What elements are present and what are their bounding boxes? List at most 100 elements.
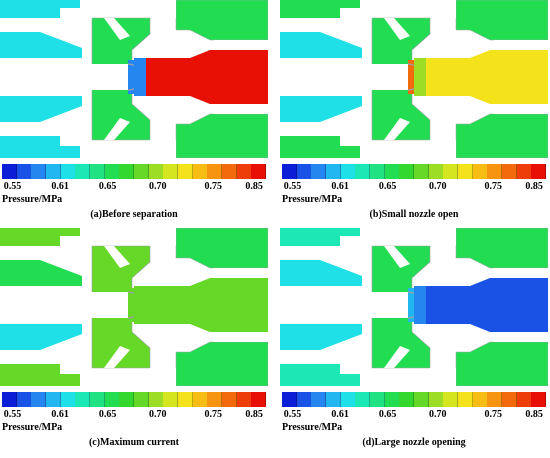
outlet-ring [134, 58, 146, 96]
colorbar-swatch [207, 392, 223, 407]
pressure-field-a [0, 0, 268, 158]
colorbar-tick-label: 0.55 [283, 409, 302, 420]
colorbar-swatch [384, 392, 400, 407]
colorbar-swatch [2, 164, 18, 179]
colorbar-swatch [134, 392, 150, 407]
colorbar-tick-label: 0.61 [51, 181, 69, 192]
upper-gap [0, 18, 100, 32]
left-upper-block [280, 228, 360, 246]
upper-strut-gap [384, 246, 410, 268]
colorbar-swatch [119, 392, 135, 407]
colorbar-swatch [90, 392, 106, 407]
colorbar-unit-label: Pressure/MPa [2, 422, 63, 433]
colorbar-tick-label: 0.65 [98, 181, 117, 192]
left-lower-block [0, 136, 80, 158]
colorbar-swatch [370, 164, 386, 179]
colorbar-tick-label: 0.61 [331, 409, 349, 420]
colorbar-tick-label: 0.61 [331, 181, 349, 192]
colorbar-d [282, 392, 547, 407]
colorbar-swatch [46, 392, 62, 407]
colorbar-tick-label: 0.61 [51, 409, 69, 420]
colorbar-tick-label: 0.75 [484, 409, 502, 420]
lower-strut-gap [384, 346, 410, 368]
upper-inlet-channel [0, 260, 82, 286]
left-upper-block [280, 0, 360, 18]
upper-inlet-channel [0, 32, 82, 58]
outlet-diffuser [134, 50, 268, 104]
right-upper-housing [175, 228, 268, 269]
panel-d: 0.55 0.61 0.65 0.70 0.75 0.85 Pressure/MPa (d… [280, 228, 548, 453]
colorbar-swatch [355, 392, 371, 407]
lower-gap [0, 350, 100, 364]
lower-slot [494, 104, 548, 114]
colorbar-swatch [443, 392, 459, 407]
colorbar-unit-label: Pressure/MPa [282, 194, 343, 205]
lower-slot [494, 332, 548, 342]
colorbar-swatch [472, 392, 488, 407]
right-lower-housing [455, 341, 548, 386]
colorbar-swatch [75, 164, 91, 179]
right-lower-housing [455, 113, 548, 158]
colorbar-ticks-d: 0.55 0.61 0.65 0.70 0.75 0.85 [282, 409, 546, 421]
colorbar-swatch [414, 164, 430, 179]
lower-gap [280, 122, 380, 136]
colorbar-swatch [222, 164, 238, 179]
upper-slot [494, 40, 548, 50]
colorbar-swatch [60, 392, 76, 407]
colorbar-swatch [487, 164, 503, 179]
lower-inlet-channel [0, 96, 82, 122]
colorbar-swatch [60, 164, 76, 179]
central-tube [0, 64, 134, 90]
pressure-field-c [0, 228, 268, 386]
colorbar-tick-label: 0.70 [429, 409, 447, 420]
right-upper-housing [175, 0, 268, 41]
colorbar-swatch [502, 392, 518, 407]
upper-inlet-channel [280, 260, 362, 286]
panel-caption-d: (d)Large nozzle opening [362, 437, 466, 448]
colorbar-swatch [531, 164, 547, 179]
colorbar-swatch [31, 164, 47, 179]
colorbar-swatch [340, 392, 356, 407]
colorbar-tick-label: 0.55 [3, 409, 22, 420]
right-lower-housing [175, 113, 268, 158]
colorbar-swatch [399, 164, 415, 179]
colorbar-swatch [326, 164, 342, 179]
colorbar-swatch [472, 164, 488, 179]
outlet-ring [134, 286, 146, 324]
upper-notch [430, 228, 456, 246]
colorbar-unit-label: Pressure/MPa [282, 422, 343, 433]
pressure-field-b [280, 0, 548, 158]
colorbar-tick-label: 0.65 [98, 409, 117, 420]
colorbar-tick-label: 0.65 [378, 409, 397, 420]
colorbar-swatch [428, 392, 444, 407]
colorbar-swatch [443, 164, 459, 179]
upper-strut-gap [104, 18, 130, 40]
colorbar-swatch [46, 164, 62, 179]
upper-gap [280, 18, 380, 32]
colorbar-b [282, 164, 547, 179]
colorbar-swatch [16, 164, 32, 179]
colorbar-swatch [355, 164, 371, 179]
colorbar-swatch [119, 164, 135, 179]
lower-strut-gap [384, 118, 410, 140]
upper-strut-gap [384, 18, 410, 40]
colorbar-swatch [326, 392, 342, 407]
colorbar-swatch [458, 392, 474, 407]
lower-notch [430, 140, 456, 158]
upper-notch [150, 228, 176, 246]
colorbar-swatch [340, 164, 356, 179]
left-lower-block [280, 364, 360, 386]
upper-notch [150, 0, 176, 18]
colorbar-ticks-b: 0.55 0.61 0.65 0.70 0.75 0.85 [282, 181, 546, 193]
colorbar-tick-label: 0.75 [204, 181, 222, 192]
outlet-ring [414, 286, 426, 324]
colorbar-swatch [516, 392, 532, 407]
lower-gap [0, 122, 100, 136]
colorbar-swatch [399, 392, 415, 407]
panel-caption-b: (b)Small nozzle open [369, 209, 459, 220]
lower-slot [214, 332, 268, 342]
lower-inlet-channel [280, 324, 362, 350]
colorbar-swatch [251, 164, 267, 179]
colorbar-swatch [163, 392, 179, 407]
left-upper-block [0, 0, 80, 18]
